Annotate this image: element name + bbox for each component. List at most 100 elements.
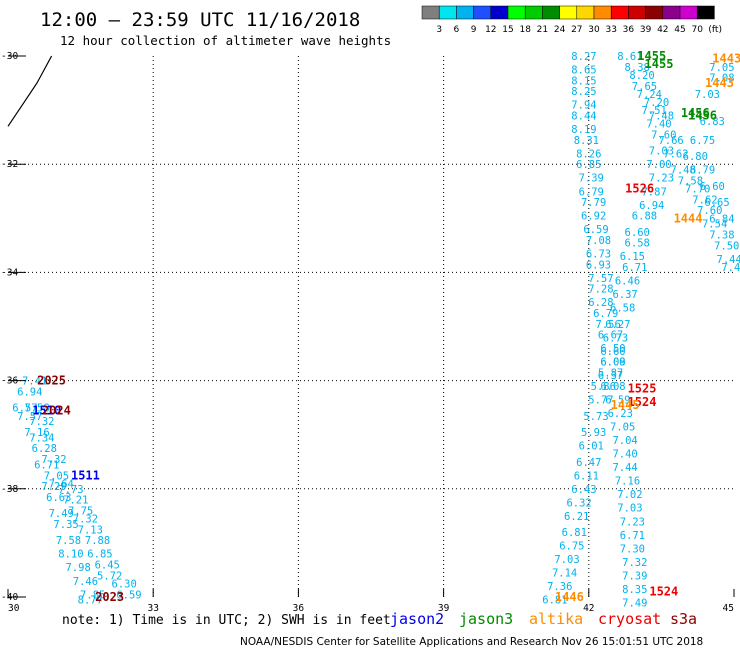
wave-height-label: 7.03 bbox=[617, 503, 642, 515]
wave-height-label: 7.54 bbox=[702, 219, 727, 231]
wave-height-label: 8.27 bbox=[571, 51, 596, 63]
wave-height-label: 6.79 bbox=[593, 308, 618, 320]
wave-height-label: 7.87 bbox=[641, 186, 666, 198]
wave-height-label: 7.21 bbox=[63, 495, 88, 507]
x-tick-label: 36 bbox=[293, 603, 305, 614]
wave-height-label: 7.65 bbox=[632, 81, 657, 93]
wave-height-label: 6.81 bbox=[562, 527, 587, 539]
colorbar-label: 39 bbox=[640, 25, 652, 35]
satellite-legend-s3a: s3a bbox=[670, 610, 697, 628]
y-tick-label: -34 bbox=[1, 267, 18, 278]
wave-height-label: 6.23 bbox=[608, 408, 633, 420]
wave-height-label: 6.85 bbox=[576, 159, 601, 171]
colorbar-label: 6 bbox=[454, 25, 460, 35]
wave-height-label: 7.66 bbox=[658, 135, 683, 147]
wave-height-label: 7.44 bbox=[612, 462, 637, 474]
colorbar-label: 18 bbox=[519, 25, 531, 35]
colorbar-label: 15 bbox=[502, 25, 513, 35]
wave-height-label: 6.75 bbox=[690, 135, 715, 147]
wave-height-label: 8.65 bbox=[571, 65, 596, 77]
wave-height-label: 5.93 bbox=[581, 427, 606, 439]
wave-height-label: 7.38 bbox=[709, 230, 734, 242]
wave-height-label: 7.03 bbox=[554, 554, 579, 566]
pass-time-label: 1455 bbox=[637, 49, 666, 63]
pass-time-label: 2024 bbox=[42, 403, 71, 417]
wave-height-label: 7.14 bbox=[552, 568, 577, 580]
pass-time-label: 1456 bbox=[681, 106, 710, 120]
wave-height-label: 5.87 bbox=[598, 367, 623, 379]
wave-height-label: 6.58 bbox=[625, 238, 650, 250]
satellite-legend-jason3: jason3 bbox=[459, 610, 513, 628]
colorbar-swatch bbox=[438, 5, 457, 20]
wave-height-label: 5.77 bbox=[588, 395, 613, 407]
colorbar-swatch bbox=[507, 5, 526, 20]
wave-height-label: 7.23 bbox=[649, 173, 674, 185]
pass-time-label: 2025 bbox=[37, 374, 66, 388]
wave-height-label: 6.11 bbox=[574, 470, 599, 482]
wave-height-label: 6.94 bbox=[17, 386, 42, 398]
colorbar-swatch bbox=[662, 5, 681, 20]
wave-height-values: 7.416.946.577.587.577.327.167.346.287.32… bbox=[12, 51, 740, 609]
wave-height-label: 6.47 bbox=[576, 457, 601, 469]
x-tick-label: 39 bbox=[438, 603, 450, 614]
wave-height-label: 6.73 bbox=[603, 332, 628, 344]
pass-time-label: 1444 bbox=[674, 211, 703, 225]
colorbar-label: 33 bbox=[605, 25, 616, 35]
pass-time-label: 2023 bbox=[95, 590, 124, 604]
wave-height-label: 6.32 bbox=[566, 497, 591, 509]
wave-height-label: 7.49 bbox=[622, 597, 647, 609]
wave-height-label: 6.37 bbox=[612, 289, 637, 301]
wave-height-label: 6.83 bbox=[700, 116, 725, 128]
wave-height-label: 7.57 bbox=[588, 273, 613, 285]
wave-height-label: 6.71 bbox=[620, 530, 645, 542]
wave-height-label: 6.84 bbox=[709, 213, 734, 225]
colorbar-swatch bbox=[542, 5, 560, 20]
wave-height-label: 7.48 bbox=[649, 111, 674, 123]
wave-height-label: 7.50 bbox=[714, 240, 739, 252]
wave-height-label: 7.85 bbox=[80, 589, 105, 601]
wave-height-label: 7.73 bbox=[58, 484, 83, 496]
wave-height-label: 6.81 bbox=[542, 595, 567, 607]
wave-height-label: 7.02 bbox=[617, 489, 642, 501]
wave-height-label: 6.43 bbox=[571, 484, 596, 496]
pass-time-label: 1510 bbox=[32, 403, 61, 417]
wave-height-label: 7.62 bbox=[663, 148, 688, 160]
wave-height-label: 6.59 bbox=[116, 589, 141, 601]
wave-height-label: 8.15 bbox=[571, 75, 596, 87]
wave-height-label: 7.05 bbox=[709, 62, 734, 74]
wave-height-label: 6.27 bbox=[605, 319, 630, 331]
pass-time-label: 1524 bbox=[649, 585, 678, 599]
colorbar-swatch bbox=[576, 5, 595, 20]
wave-height-label: 6.60 bbox=[700, 181, 725, 193]
wave-height-label: 8.61 bbox=[617, 51, 642, 63]
colorbar-swatch bbox=[593, 5, 612, 20]
wave-height-label: 8.31 bbox=[574, 135, 599, 147]
satellite-legend-jason2: jason2 bbox=[390, 610, 444, 628]
wave-height-label: 7.34 bbox=[29, 432, 54, 444]
wave-height-label: 7.40 bbox=[646, 119, 671, 131]
wave-height-label: 6.88 bbox=[632, 211, 657, 223]
coastline-path bbox=[7, 55, 53, 127]
wave-height-label: 8.19 bbox=[571, 124, 596, 136]
pass-time-label: 1445 bbox=[611, 398, 640, 412]
colorbar-label: 70 bbox=[691, 25, 703, 35]
x-tick-label: 30 bbox=[8, 603, 20, 614]
wave-height-label: 8.20 bbox=[629, 70, 654, 82]
wave-height-label: 6.63 bbox=[46, 492, 71, 504]
wave-height-label: 7.16 bbox=[24, 427, 49, 439]
wave-height-label: 7.30 bbox=[620, 543, 645, 555]
satellite-legend-cryosat: cryosat bbox=[598, 610, 661, 628]
colorbar-swatch bbox=[524, 5, 543, 20]
wave-height-label: 6.93 bbox=[586, 259, 611, 271]
wave-height-label: 7.49 bbox=[49, 508, 74, 520]
wave-height-label: 6.60 bbox=[625, 227, 650, 239]
wave-height-label: 7.57 bbox=[17, 411, 42, 423]
wave-height-label: 6.46 bbox=[615, 276, 640, 288]
wave-height-label: 7.94 bbox=[571, 100, 596, 112]
wave-height-label: 7.32 bbox=[29, 416, 54, 428]
wave-height-label: 7.04 bbox=[612, 435, 637, 447]
wave-height-label: 7.39 bbox=[579, 173, 604, 185]
wave-height-label: 7.35 bbox=[53, 519, 78, 531]
